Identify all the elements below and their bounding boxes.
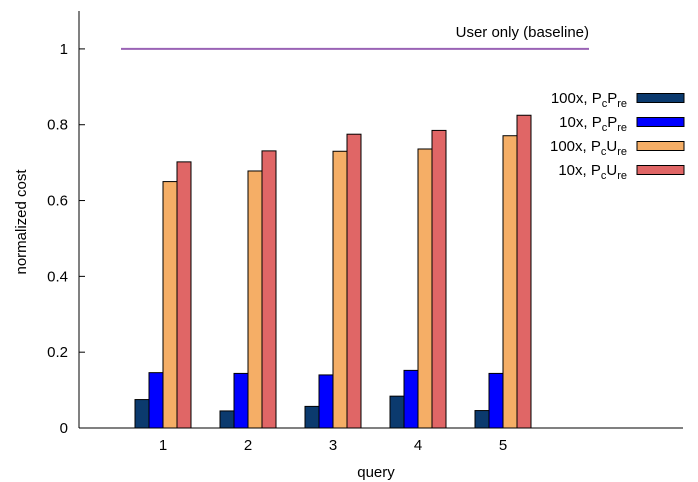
bar-series-1-query-3 (304, 405, 320, 429)
bar-series-1-query-2 (219, 410, 235, 429)
legend-label: 100x, PcPre (551, 90, 627, 110)
bar-series-2-query-4 (403, 369, 419, 429)
bar-series-4-query-5 (516, 114, 532, 429)
x-tick-label: 5 (499, 437, 507, 454)
x-tick-label: 1 (159, 437, 167, 454)
bar-series-2-query-1 (148, 372, 164, 429)
bar-series-2-query-5 (488, 372, 504, 429)
x-tick-label: 4 (414, 437, 422, 454)
bar-series-4-query-4 (431, 129, 447, 429)
legend-swatch (636, 117, 685, 127)
bar-series-1-query-4 (389, 395, 405, 429)
legend: 100x, PcPre 10x, PcPre 100x, PcUre 10x, PcU… (550, 90, 685, 182)
legend-label: 10x, PcUre (558, 162, 627, 182)
bar-series-3-query-1 (162, 181, 178, 429)
y-tick-label: 0.4 (47, 268, 68, 285)
y-tick-label: 0.8 (47, 117, 68, 134)
legend-swatch (636, 93, 685, 103)
x-axis-label: query (357, 464, 395, 481)
bar-series-1-query-5 (474, 410, 490, 429)
axes: 0 0.2 0.4 0.6 0.8 1 1 2 3 4 5 (47, 11, 683, 454)
bar-series-3-query-2 (247, 170, 263, 429)
legend-swatch (636, 165, 685, 175)
x-tick-label: 2 (244, 437, 252, 454)
legend-swatch (636, 141, 685, 151)
y-tick-label: 0.2 (47, 344, 68, 361)
bar-series-4-query-3 (346, 133, 362, 429)
bar-series-2-query-3 (318, 374, 334, 429)
bar-series-3-query-5 (502, 135, 518, 429)
y-tick-label: 0.6 (47, 193, 68, 210)
y-tick-label: 1 (60, 41, 68, 58)
bar-series-2-query-2 (233, 372, 249, 429)
bars (134, 114, 532, 429)
y-tick-label: 0 (60, 420, 68, 437)
baseline: User only (baseline) (121, 24, 589, 50)
y-axis-label: normalized cost (13, 169, 30, 275)
bar-series-4-query-1 (176, 161, 192, 429)
baseline-label: User only (baseline) (456, 24, 589, 41)
x-tick-label: 3 (329, 437, 337, 454)
bar-series-3-query-3 (332, 150, 348, 429)
bar-series-1-query-1 (134, 399, 150, 429)
bar-series-4-query-2 (261, 150, 277, 429)
legend-label: 100x, PcUre (550, 138, 627, 158)
legend-label: 10x, PcPre (559, 114, 627, 134)
bar-series-3-query-4 (417, 148, 433, 429)
